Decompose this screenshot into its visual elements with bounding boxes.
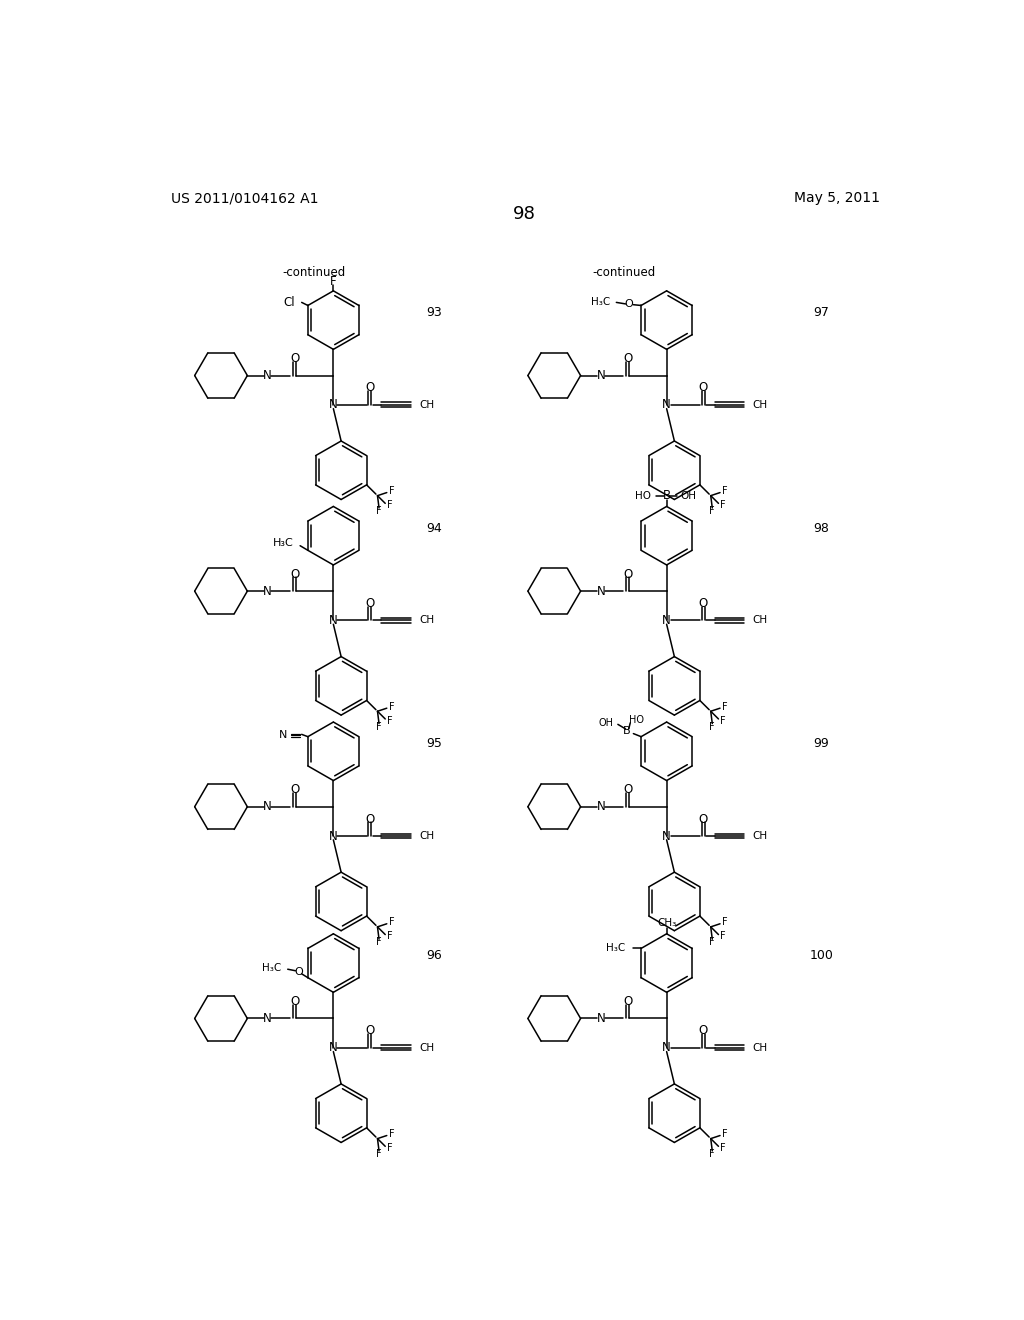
- Text: 97: 97: [814, 306, 829, 319]
- Text: F: F: [387, 931, 392, 941]
- Text: B: B: [624, 726, 631, 735]
- Text: O: O: [624, 783, 633, 796]
- Text: 94: 94: [426, 521, 442, 535]
- Text: N: N: [663, 399, 671, 412]
- Text: F: F: [376, 937, 382, 948]
- Text: CH: CH: [420, 400, 434, 409]
- Text: N: N: [263, 1012, 272, 1026]
- Text: O: O: [698, 813, 708, 825]
- Text: CH: CH: [753, 400, 768, 409]
- Text: F: F: [710, 722, 715, 731]
- Text: F: F: [376, 1148, 382, 1159]
- Text: CH: CH: [753, 832, 768, 841]
- Text: US 2011/0104162 A1: US 2011/0104162 A1: [171, 191, 318, 206]
- Text: 93: 93: [426, 306, 442, 319]
- Text: H₃C: H₃C: [262, 964, 282, 973]
- Text: CH: CH: [753, 1043, 768, 1053]
- Text: F: F: [720, 500, 726, 510]
- Text: O: O: [698, 597, 708, 610]
- Text: H₃C: H₃C: [606, 944, 626, 953]
- Text: F: F: [710, 937, 715, 948]
- Text: CH: CH: [753, 615, 768, 626]
- Text: HO: HO: [629, 714, 644, 725]
- Text: F: F: [722, 486, 727, 496]
- Text: F: F: [710, 506, 715, 516]
- Text: Cl: Cl: [284, 296, 296, 309]
- Text: HO: HO: [635, 491, 651, 500]
- Text: N: N: [596, 370, 605, 381]
- Text: 95: 95: [426, 737, 442, 750]
- Text: O: O: [625, 298, 633, 309]
- Text: H₃C: H₃C: [591, 297, 610, 306]
- Text: F: F: [389, 917, 394, 927]
- Text: F: F: [389, 702, 394, 711]
- Text: CH: CH: [420, 832, 434, 841]
- Text: F: F: [722, 702, 727, 711]
- Text: N: N: [263, 370, 272, 381]
- Text: N: N: [280, 730, 288, 741]
- Text: OH: OH: [681, 491, 696, 500]
- Text: F: F: [389, 486, 394, 496]
- Text: O: O: [290, 352, 299, 366]
- Text: F: F: [720, 715, 726, 726]
- Text: N: N: [329, 614, 338, 627]
- Text: 98: 98: [513, 205, 537, 223]
- Text: F: F: [722, 917, 727, 927]
- Text: O: O: [290, 568, 299, 581]
- Text: O: O: [366, 597, 375, 610]
- Text: B: B: [663, 490, 671, 502]
- Text: O: O: [366, 381, 375, 395]
- Text: CH: CH: [420, 1043, 434, 1053]
- Text: O: O: [698, 381, 708, 395]
- Text: N: N: [663, 1041, 671, 1055]
- Text: N: N: [329, 1041, 338, 1055]
- Text: F: F: [376, 722, 382, 731]
- Text: N: N: [663, 829, 671, 842]
- Text: O: O: [366, 813, 375, 825]
- Text: O: O: [290, 995, 299, 1008]
- Text: O: O: [698, 1024, 708, 1038]
- Text: F: F: [722, 1129, 727, 1139]
- Text: F: F: [330, 275, 337, 288]
- Text: CH: CH: [420, 615, 434, 626]
- Text: H₃C: H₃C: [273, 537, 294, 548]
- Text: -continued: -continued: [592, 265, 655, 279]
- Text: N: N: [663, 614, 671, 627]
- Text: O: O: [290, 783, 299, 796]
- Text: 98: 98: [814, 521, 829, 535]
- Text: N: N: [263, 800, 272, 813]
- Text: F: F: [387, 1143, 392, 1152]
- Text: O: O: [624, 352, 633, 366]
- Text: OH: OH: [598, 718, 613, 727]
- Text: May 5, 2011: May 5, 2011: [794, 191, 880, 206]
- Text: O: O: [624, 995, 633, 1008]
- Text: F: F: [387, 500, 392, 510]
- Text: -continued: -continued: [283, 265, 346, 279]
- Text: F: F: [387, 715, 392, 726]
- Text: F: F: [389, 1129, 394, 1139]
- Text: N: N: [263, 585, 272, 598]
- Text: N: N: [596, 1012, 605, 1026]
- Text: O: O: [366, 1024, 375, 1038]
- Text: 99: 99: [814, 737, 829, 750]
- Text: F: F: [376, 506, 382, 516]
- Text: F: F: [710, 1148, 715, 1159]
- Text: F: F: [720, 1143, 726, 1152]
- Text: N: N: [329, 399, 338, 412]
- Text: N: N: [329, 829, 338, 842]
- Text: F: F: [720, 931, 726, 941]
- Text: CH₃: CH₃: [657, 917, 676, 928]
- Text: O: O: [294, 966, 303, 977]
- Text: N: N: [596, 800, 605, 813]
- Text: 96: 96: [426, 949, 442, 962]
- Text: 100: 100: [810, 949, 834, 962]
- Text: N: N: [596, 585, 605, 598]
- Text: O: O: [624, 568, 633, 581]
